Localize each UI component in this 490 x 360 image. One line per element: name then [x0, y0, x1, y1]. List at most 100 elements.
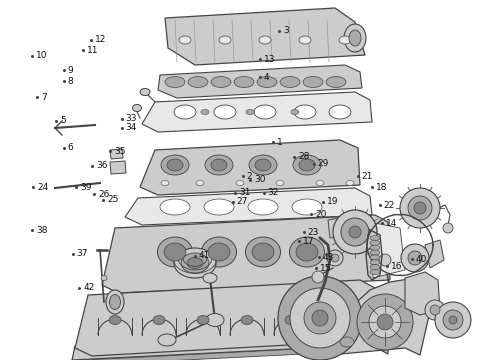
Circle shape — [304, 302, 336, 334]
Text: 17: 17 — [303, 237, 315, 246]
Ellipse shape — [248, 199, 278, 215]
Text: 39: 39 — [80, 183, 92, 192]
Polygon shape — [370, 222, 405, 278]
Ellipse shape — [294, 105, 316, 119]
Ellipse shape — [299, 36, 311, 44]
Text: 20: 20 — [315, 210, 326, 219]
Ellipse shape — [214, 105, 236, 119]
Circle shape — [430, 305, 440, 315]
Ellipse shape — [346, 180, 354, 185]
Ellipse shape — [329, 105, 351, 119]
Ellipse shape — [349, 30, 361, 46]
Ellipse shape — [160, 199, 190, 215]
Text: 37: 37 — [76, 249, 88, 258]
Ellipse shape — [234, 77, 254, 87]
Ellipse shape — [344, 24, 366, 52]
Polygon shape — [140, 140, 360, 195]
Ellipse shape — [255, 159, 271, 171]
Ellipse shape — [236, 180, 244, 185]
Polygon shape — [158, 65, 362, 98]
Ellipse shape — [252, 243, 274, 261]
Text: 35: 35 — [114, 147, 126, 156]
Text: 40: 40 — [416, 255, 427, 264]
Polygon shape — [125, 188, 372, 225]
Ellipse shape — [174, 105, 196, 119]
Ellipse shape — [109, 315, 121, 324]
Ellipse shape — [280, 77, 300, 87]
Ellipse shape — [179, 36, 191, 44]
Text: 12: 12 — [95, 35, 106, 44]
Ellipse shape — [211, 77, 231, 87]
Polygon shape — [165, 8, 365, 65]
Text: 3: 3 — [283, 26, 289, 35]
Ellipse shape — [370, 265, 380, 270]
Text: 4: 4 — [264, 73, 270, 82]
Circle shape — [443, 310, 463, 330]
Circle shape — [312, 310, 328, 326]
Ellipse shape — [187, 257, 203, 269]
Ellipse shape — [339, 36, 351, 44]
Text: 24: 24 — [37, 183, 49, 192]
Ellipse shape — [257, 77, 277, 87]
Circle shape — [449, 316, 457, 324]
Ellipse shape — [285, 315, 297, 324]
Circle shape — [379, 254, 391, 266]
Ellipse shape — [291, 109, 299, 114]
Text: 10: 10 — [36, 51, 48, 60]
Ellipse shape — [101, 275, 107, 280]
Ellipse shape — [132, 104, 142, 112]
Ellipse shape — [340, 337, 354, 347]
Ellipse shape — [259, 36, 271, 44]
Text: 15: 15 — [320, 264, 332, 273]
Circle shape — [400, 188, 440, 228]
Ellipse shape — [181, 253, 209, 273]
Text: 27: 27 — [237, 197, 248, 206]
Text: 25: 25 — [107, 195, 118, 204]
Text: 7: 7 — [41, 93, 47, 102]
Polygon shape — [85, 345, 384, 360]
Text: 28: 28 — [298, 152, 309, 161]
Circle shape — [435, 302, 471, 338]
Text: 1: 1 — [277, 138, 283, 147]
Text: 23: 23 — [308, 228, 319, 237]
Circle shape — [408, 251, 422, 265]
Ellipse shape — [370, 235, 380, 240]
Ellipse shape — [153, 315, 165, 324]
Polygon shape — [72, 318, 388, 360]
Ellipse shape — [203, 273, 217, 283]
Circle shape — [425, 300, 445, 320]
Text: 33: 33 — [125, 114, 137, 123]
Ellipse shape — [140, 89, 150, 95]
Text: 22: 22 — [384, 201, 395, 210]
Polygon shape — [425, 240, 444, 268]
Text: 41: 41 — [199, 251, 210, 260]
Ellipse shape — [299, 159, 315, 171]
Ellipse shape — [174, 248, 216, 278]
Ellipse shape — [109, 294, 121, 310]
Text: 6: 6 — [68, 143, 74, 152]
Ellipse shape — [164, 243, 186, 261]
Text: 11: 11 — [87, 46, 99, 55]
Ellipse shape — [188, 77, 208, 87]
Circle shape — [331, 254, 339, 262]
Text: 34: 34 — [125, 123, 137, 132]
Polygon shape — [110, 149, 123, 159]
Ellipse shape — [158, 334, 176, 346]
Polygon shape — [335, 330, 362, 354]
Ellipse shape — [370, 270, 380, 274]
Polygon shape — [110, 161, 126, 174]
Ellipse shape — [211, 159, 227, 171]
Polygon shape — [405, 272, 440, 315]
Ellipse shape — [326, 77, 346, 87]
Ellipse shape — [157, 237, 193, 267]
Ellipse shape — [201, 109, 209, 114]
Ellipse shape — [246, 109, 254, 114]
Circle shape — [349, 226, 361, 238]
Text: 14: 14 — [386, 219, 397, 228]
Circle shape — [278, 276, 362, 360]
Text: 42: 42 — [83, 284, 95, 292]
Ellipse shape — [370, 260, 380, 265]
Ellipse shape — [296, 243, 318, 261]
Text: 32: 32 — [268, 188, 279, 197]
Text: 8: 8 — [68, 77, 74, 85]
